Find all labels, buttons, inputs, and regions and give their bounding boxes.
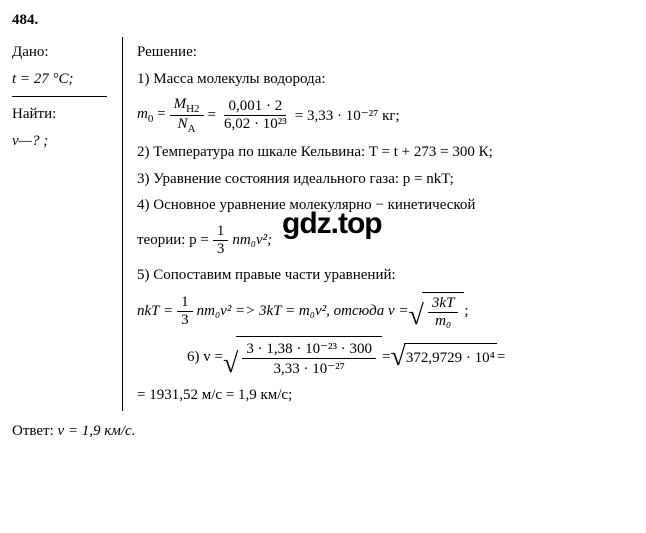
step6-sqrt1: √ 3 · 1,38 · 10⁻²³ · 300 3,33 · 10⁻²⁷: [223, 336, 382, 378]
frac-num: 3 · 1,38 · 10⁻²³ · 300: [242, 339, 376, 359]
step6-frac: 3 · 1,38 · 10⁻²³ · 300 3,33 · 10⁻²⁷: [242, 339, 376, 378]
step3: 3) Уравнение состояния идеального газа: …: [137, 168, 634, 191]
step5-label: 5) Сопоставим правые части уравнений:: [137, 264, 634, 287]
step5-sqrt-frac: 3kT m₀: [428, 295, 459, 330]
frac-den: m₀: [431, 313, 455, 330]
find-label: Найти:: [12, 103, 112, 126]
step4a: 4) Основное уравнение молекулярно − кине…: [137, 194, 634, 217]
frac-den: N: [178, 116, 188, 132]
sqrt-body: 372,9729 · 10⁴: [404, 343, 497, 371]
given-column: Дано: t = 27 °C; Найти: v—? ;: [12, 37, 122, 411]
step5-frac: 1 3: [177, 294, 193, 329]
step6-equation: 6) v = √ 3 · 1,38 · 10⁻²³ · 300 3,33 · 1…: [137, 336, 634, 378]
frac-den: 3: [213, 241, 229, 258]
answer-label: Ответ:: [12, 423, 58, 439]
step4b-frac: 1 3: [213, 223, 229, 258]
step1-m0: m0 =: [137, 106, 166, 125]
answer-line: Ответ: v = 1,9 км/с.: [12, 423, 634, 440]
frac-sub: H2: [186, 103, 199, 115]
given-t: t = 27 °C;: [12, 68, 112, 91]
eq-sign: =: [208, 107, 216, 124]
main-layout: Дано: t = 27 °C; Найти: v—? ; Решение: 1…: [12, 37, 634, 411]
find-v: v—? ;: [12, 130, 112, 153]
step6-label: 6) v =: [187, 349, 223, 366]
step4b: теории: p = 1 3 nm₀v²;: [137, 223, 634, 258]
frac-num: 0,001 · 2: [224, 98, 286, 116]
step6-mid: =: [382, 349, 390, 366]
step6-result: = 1931,52 м/с = 1,9 км/с;: [137, 384, 634, 407]
step5-end: ;: [464, 303, 468, 320]
step5-left: nkT =: [137, 303, 173, 320]
step4b-rest: nm₀v²;: [232, 232, 272, 249]
step6-sqrt2: √ 372,9729 · 10⁴: [390, 343, 496, 371]
problem-number: 484.: [12, 12, 634, 29]
step2: 2) Температура по шкале Кельвина: T = t …: [137, 141, 634, 164]
frac-num: 1: [177, 294, 193, 312]
frac-num: 1: [213, 223, 229, 241]
step1-equation: m0 = MH2 NA = 0,001 · 2 6,02 · 10²³ = 3,…: [137, 96, 634, 135]
step1-result: = 3,33 · 10⁻²⁷ кг;: [295, 106, 400, 125]
step1-label: 1) Масса молекулы водорода:: [137, 68, 634, 91]
step5-equation: nkT = 1 3 nm₀v² => 3kT = m₀v², отсюда v …: [137, 292, 634, 330]
answer-value: v = 1,9 км/с.: [58, 423, 136, 439]
frac-sub: A: [188, 123, 196, 135]
step4b-label: теории: p =: [137, 232, 209, 249]
step1-frac1: MH2 NA: [170, 96, 204, 135]
frac-den: 3,33 · 10⁻²⁷: [269, 359, 348, 378]
given-label: Дано:: [12, 41, 112, 64]
watermark: gdz.top: [282, 207, 382, 241]
divider-line: [12, 96, 107, 97]
step1-frac2: 0,001 · 2 6,02 · 10²³: [220, 98, 291, 133]
frac-num: 3kT: [428, 295, 459, 313]
frac-num: M: [174, 96, 187, 112]
solution-label: Решение:: [137, 41, 634, 64]
frac-den: 3: [177, 312, 193, 329]
step5-mid: nm₀v² => 3kT = m₀v², отсюда v =: [197, 303, 409, 320]
step6-eq: =: [497, 349, 505, 366]
frac-den: 6,02 · 10²³: [220, 116, 291, 133]
step5-sqrt: √ 3kT m₀: [409, 292, 465, 330]
